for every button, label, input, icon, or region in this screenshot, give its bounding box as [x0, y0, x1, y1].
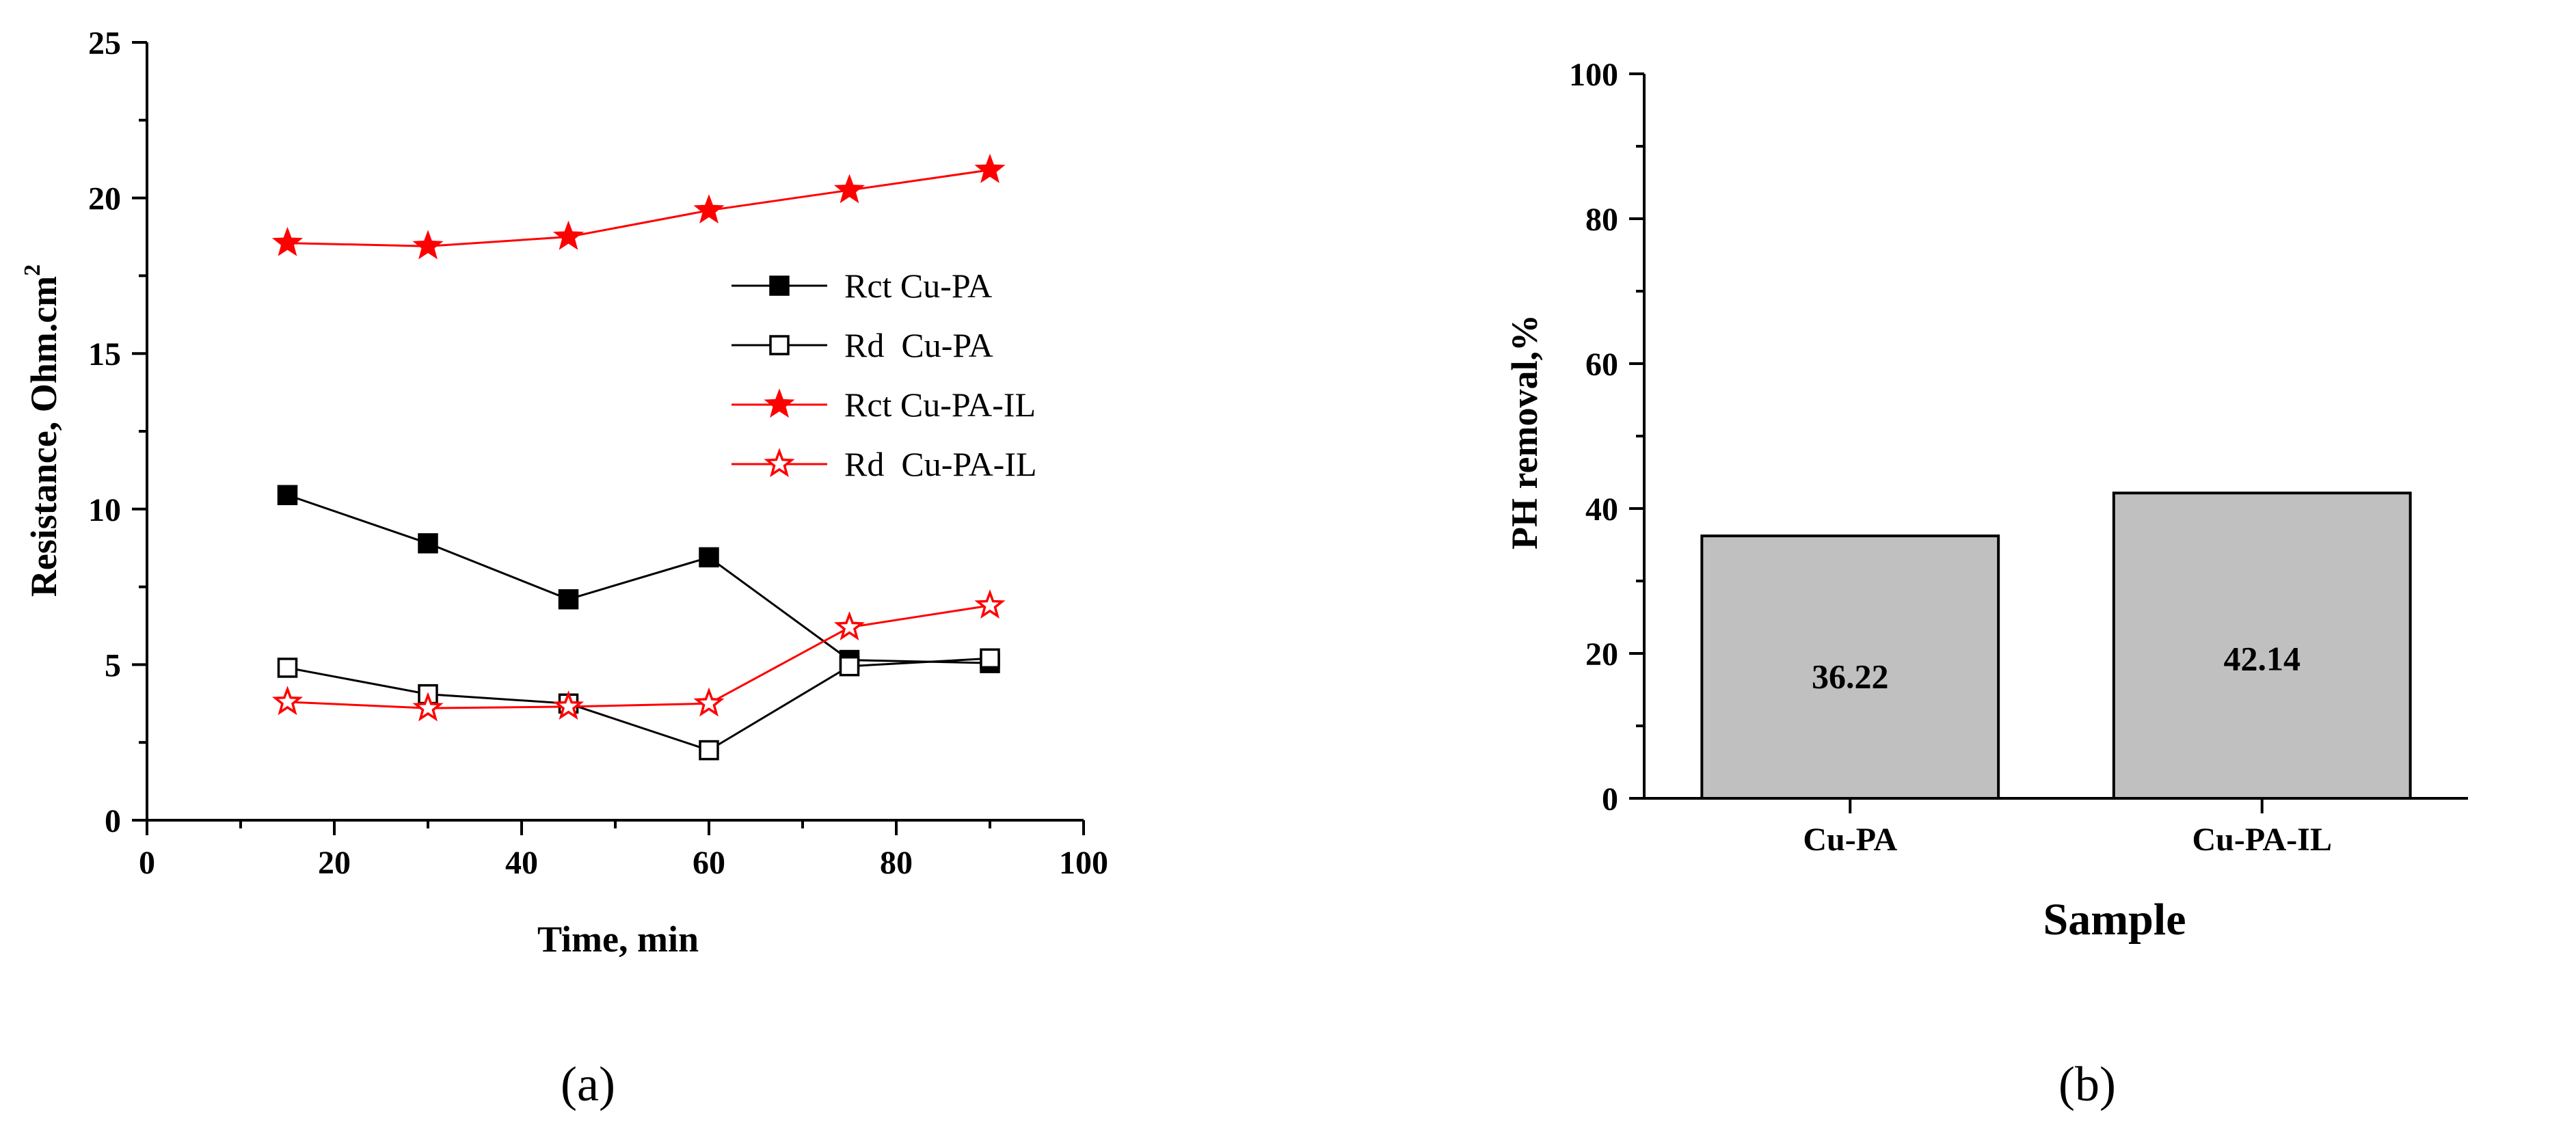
y-tick-label-a: 0: [105, 803, 121, 839]
data-point-s2-2: [552, 220, 585, 250]
series-line-2: [287, 169, 991, 247]
data-point-s0-0: [277, 485, 298, 506]
y-axis-title-a: Resistance, Ohm.cm2: [20, 265, 64, 597]
bar-value-label-0: 36.22: [1812, 658, 1889, 696]
data-point-s2-3: [693, 194, 725, 224]
x-tick-label-a: 100: [1059, 845, 1108, 881]
x-tick-label-a: 0: [139, 845, 155, 881]
data-point-s1-4: [839, 655, 860, 677]
line-chart-axes: 0 20 40 60 80 100 0 5 10 15 20 25: [88, 25, 1108, 881]
legend-marker-1: [769, 335, 790, 355]
series-line-3: [287, 604, 991, 709]
legend-marker-2: [764, 388, 795, 418]
bar-1: [2112, 491, 2412, 800]
y-tick-label-b: 100: [1569, 57, 1618, 93]
bar-value-label-1: 42.14: [2224, 639, 2301, 677]
y-tick-label-a: 15: [88, 336, 121, 373]
x-axis-title-a: Time, min: [537, 919, 699, 960]
x-axis-title-b: Sample: [2043, 895, 2186, 945]
data-point-s3-5: [974, 589, 1006, 619]
y-tick-label-b: 20: [1585, 636, 1618, 673]
y-tick-label-a: 10: [88, 492, 121, 528]
panel-label-a: (a): [561, 1057, 615, 1111]
bar-0: [1700, 535, 2000, 800]
category-label-1: Cu-PA-IL: [2192, 822, 2332, 858]
legend-label-3: Rd Cu-PA-IL: [844, 445, 1037, 483]
line-chart-series: [271, 153, 1006, 761]
y-axis-title-a-text: Resistance, Ohm.cm: [23, 276, 64, 597]
y-tick-label-b: 0: [1602, 781, 1618, 817]
x-tick-label-a: 60: [693, 845, 725, 881]
y-tick-label-b: 80: [1585, 202, 1618, 238]
series-line-0: [287, 493, 991, 664]
data-point-s1-0: [277, 658, 298, 678]
data-point-s1-1: [418, 684, 438, 705]
data-point-s1-5: [980, 648, 1000, 669]
data-point-s2-1: [412, 230, 444, 260]
legend-label-2: Rct Cu-PA-IL: [844, 385, 1036, 424]
y-axis-title-a-sup: 2: [20, 265, 45, 276]
data-point-s0-2: [558, 589, 579, 610]
y-tick-label-a: 20: [88, 181, 121, 217]
panel-label-b: (b): [2058, 1057, 2116, 1111]
data-point-s3-0: [271, 686, 304, 716]
series-line-1: [287, 657, 991, 752]
data-point-s1-3: [699, 740, 719, 761]
legend-marker-3: [764, 448, 795, 478]
legend-marker-0: [769, 275, 790, 296]
legend-label-0: Rct Cu-PA: [844, 267, 992, 305]
data-point-s2-4: [833, 174, 866, 204]
y-tick-label-a: 25: [88, 25, 121, 62]
data-point-s3-4: [833, 611, 866, 640]
data-point-s3-3: [693, 687, 725, 717]
y-tick-label-a: 5: [105, 647, 121, 684]
line-chart-legend: Rct Cu-PA Rd Cu-PA Rct Cu-PA-IL Rd Cu-PA-IL: [732, 267, 1037, 483]
data-point-s3-1: [412, 692, 444, 722]
x-tick-label-a: 40: [505, 845, 538, 881]
bar-chart-bars: Cu-PA 36.22 Cu-PA-IL 42.14: [1700, 491, 2412, 858]
legend-label-1: Rd Cu-PA: [844, 326, 993, 364]
data-point-s3-2: [552, 690, 585, 720]
category-label-0: Cu-PA: [1803, 822, 1897, 858]
data-point-s0-3: [699, 547, 719, 568]
x-tick-label-a: 80: [880, 845, 913, 881]
y-tick-label-b: 60: [1585, 347, 1618, 383]
y-axis-title-b: PH removal,%: [1504, 314, 1545, 550]
line-chart-panel: 0 20 40 60 80 100 0 5 10 15 20 25 Rct Cu-PA Rd Cu-PA…: [20, 25, 1108, 1111]
data-point-s2-5: [974, 153, 1006, 183]
x-tick-label-a: 20: [318, 845, 351, 881]
y-tick-label-b: 40: [1585, 491, 1618, 528]
data-point-s2-0: [271, 226, 304, 256]
data-point-s0-1: [418, 533, 438, 554]
bar-chart-panel: 0 20 40 60 80 100 Cu-PA 36.22 Cu-PA-IL 42.14 Sam…: [1504, 57, 2468, 1111]
